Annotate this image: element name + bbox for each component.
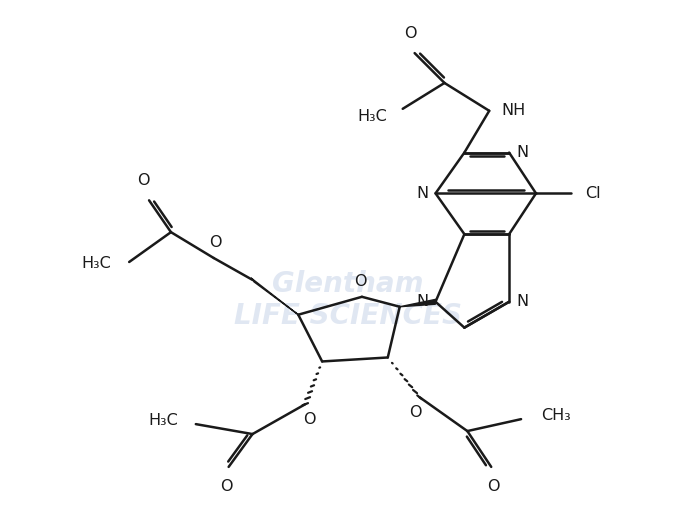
Text: O: O <box>221 479 233 494</box>
Polygon shape <box>251 278 299 315</box>
Text: CH₃: CH₃ <box>541 408 571 423</box>
Text: O: O <box>303 412 315 427</box>
Text: O: O <box>404 26 417 41</box>
Text: Glentham
LIFE SCIENCES: Glentham LIFE SCIENCES <box>234 269 462 330</box>
Text: NH: NH <box>501 103 525 119</box>
Text: N: N <box>516 145 528 160</box>
Text: O: O <box>354 274 366 289</box>
Text: N: N <box>416 294 429 309</box>
Text: O: O <box>209 235 222 250</box>
Text: H₃C: H₃C <box>81 256 111 271</box>
Text: Cl: Cl <box>585 186 601 201</box>
Text: O: O <box>137 173 150 188</box>
Text: O: O <box>409 405 422 420</box>
Text: H₃C: H₃C <box>357 109 387 124</box>
Text: N: N <box>516 294 528 309</box>
Text: N: N <box>416 186 429 201</box>
Text: O: O <box>487 479 500 494</box>
Polygon shape <box>400 300 436 307</box>
Text: H₃C: H₃C <box>148 413 178 427</box>
